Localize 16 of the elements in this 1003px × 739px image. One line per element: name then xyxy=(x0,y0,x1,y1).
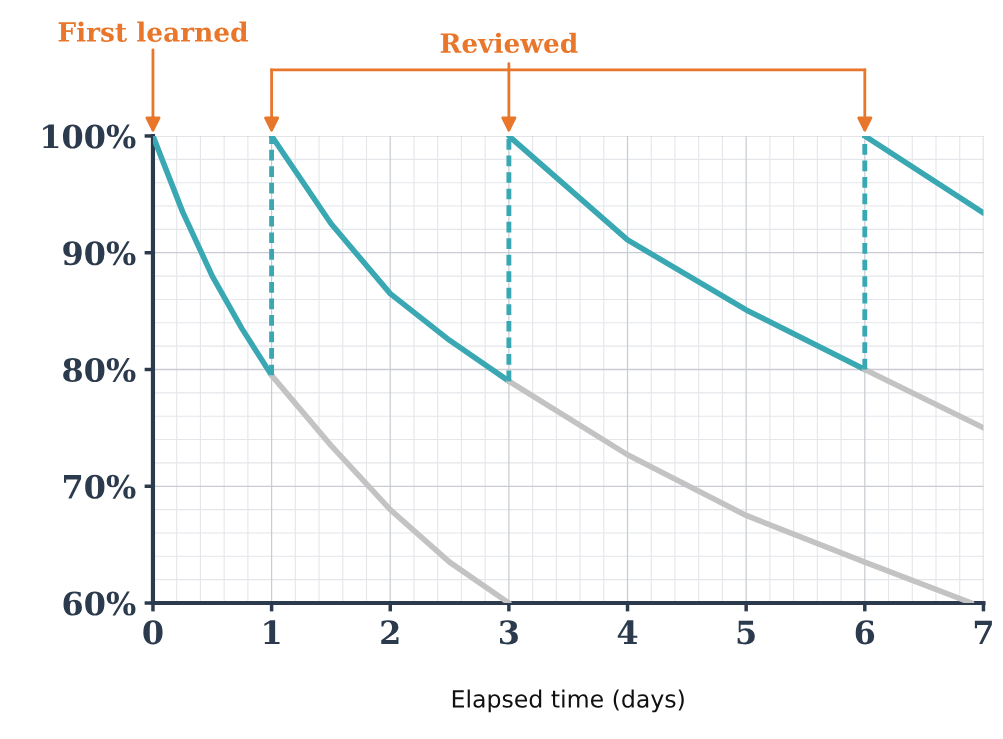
x-tick-label: 1 xyxy=(264,620,280,644)
y-tick-label: 80% xyxy=(63,357,136,383)
x-tick-label: 3 xyxy=(500,620,518,645)
y-tick-label: 90% xyxy=(63,241,136,266)
y-tick-label: 60% xyxy=(63,591,136,616)
y-tick-label: 70% xyxy=(64,474,136,499)
x-tick-label: 4 xyxy=(617,620,638,644)
x-axis-title: Elapsed time (days) xyxy=(452,689,684,713)
annotation: First learned xyxy=(58,21,248,42)
annotation: Reviewed xyxy=(440,32,578,54)
x-tick-label: 6 xyxy=(855,620,875,645)
x-tick-label: 7 xyxy=(974,620,992,644)
y-tick-label: 100% xyxy=(43,124,136,149)
x-tick-label: 0 xyxy=(143,620,163,645)
x-tick-label: 2 xyxy=(381,620,399,644)
x-tick-label: 5 xyxy=(737,620,755,645)
